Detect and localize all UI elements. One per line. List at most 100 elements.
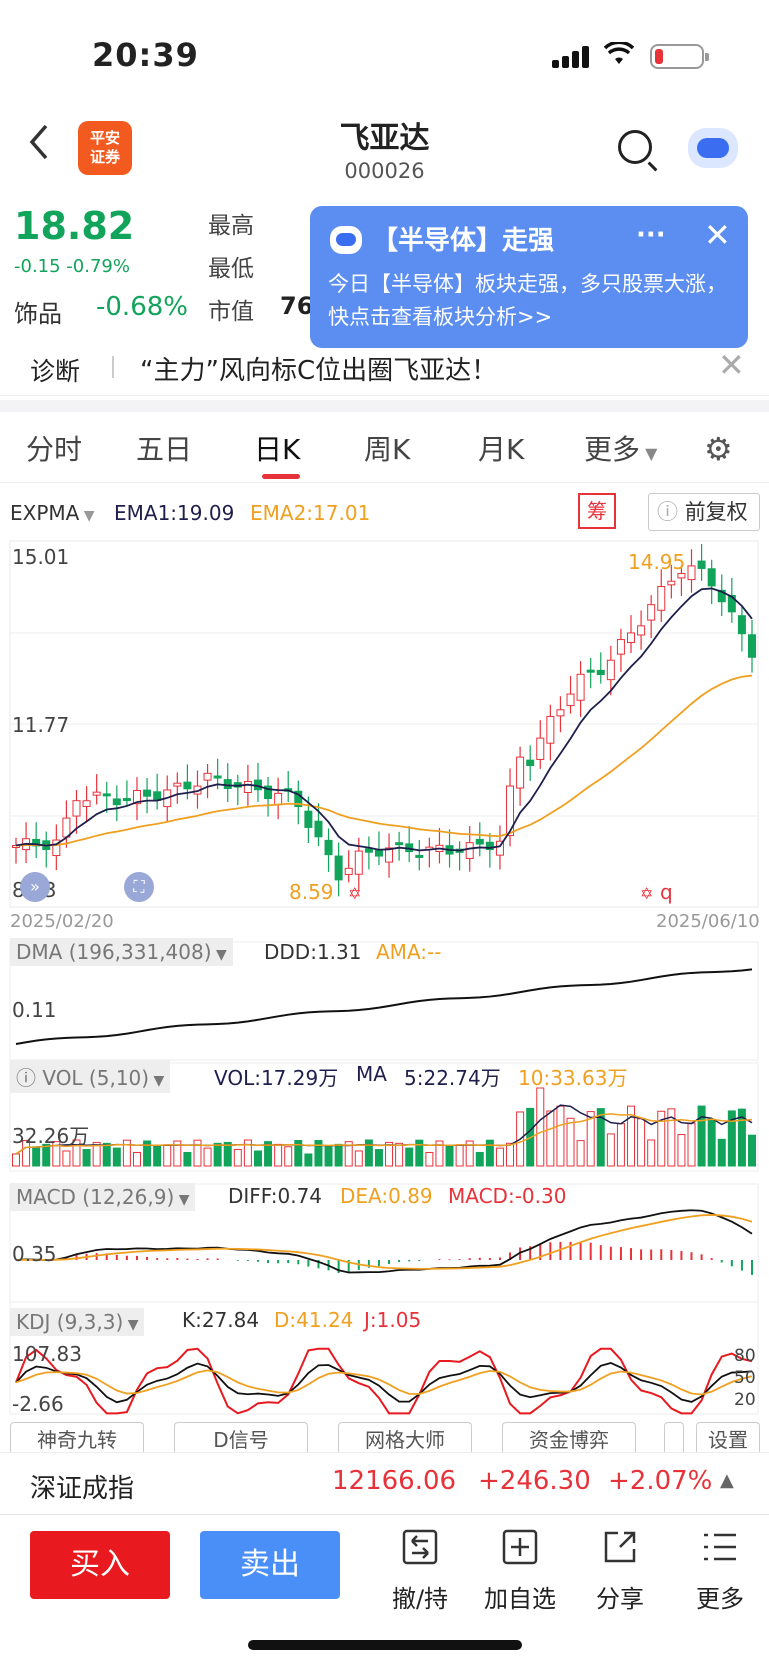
tool-fund-game[interactable]: 资金博弈	[502, 1422, 636, 1454]
expand-up-icon[interactable]: ▲	[720, 1470, 734, 1491]
vol-ma10-line	[15, 1113, 753, 1155]
candle-body	[536, 737, 545, 760]
candle-body	[183, 781, 192, 790]
stock-code: 000026	[344, 159, 425, 183]
ema2-value: EMA2:17.01	[250, 501, 371, 525]
volume-bar	[566, 1117, 575, 1167]
candle-body	[495, 840, 504, 856]
vol-selector[interactable]: ⓘ VOL (5,10) ▼	[10, 1060, 171, 1093]
macd-selector[interactable]: MACD (12,26,9) ▼	[10, 1183, 196, 1211]
tab-daily-k[interactable]: 日K	[254, 433, 301, 466]
tool-grid-master[interactable]: 网格大师	[338, 1422, 472, 1454]
diagnose-divider	[112, 356, 114, 378]
candle-body	[687, 565, 696, 581]
diagnose-bar[interactable]	[0, 336, 769, 396]
adjust-mode-button[interactable]: ⓘ 前复权	[648, 493, 760, 531]
volume-bar	[253, 1150, 262, 1167]
popup-close-button[interactable]: ✕	[704, 216, 731, 254]
cancel-hold-button[interactable]: 撤/持	[380, 1527, 460, 1614]
event-marker-icon[interactable]: ✡	[640, 884, 654, 903]
popup-more-button[interactable]: ···	[636, 220, 666, 250]
popup-body[interactable]: 今日【半导体】板块走强，多只股票大涨，快点击查看板块分析>>	[328, 272, 727, 329]
diagnose-text[interactable]: “主力”风向标C位出圈飞亚达！	[140, 356, 498, 386]
q-mark: q	[660, 880, 673, 904]
volume-bar	[304, 1153, 313, 1167]
candle-body	[294, 790, 303, 808]
dropdown-icon: ▼	[174, 1192, 190, 1208]
share-button[interactable]: 分享	[580, 1527, 660, 1614]
share-label: 分享	[596, 1585, 644, 1613]
tab-weekly-k[interactable]: 周K	[364, 433, 411, 466]
kdj-d-value: D:41.24	[274, 1308, 354, 1332]
sector-alert-popup[interactable]: 【半导体】走强 ··· ✕ 今日【半导体】板块走强，多只股票大涨，快点击查看板块…	[310, 206, 748, 348]
tab-more[interactable]: 更多 ▼	[584, 428, 657, 468]
tool-magic-nine[interactable]: 神奇九转	[10, 1422, 144, 1454]
back-button[interactable]	[26, 122, 52, 172]
volume-bar	[627, 1105, 636, 1167]
volume-bar	[717, 1138, 726, 1167]
expma-selector[interactable]: EXPMA ▼	[10, 501, 95, 525]
index-change: +246.30	[478, 1466, 591, 1496]
candle-body	[506, 785, 515, 837]
index-ticker-bar[interactable]	[0, 1452, 769, 1512]
start-date: 2025/02/20	[10, 911, 114, 932]
volume-bar	[385, 1141, 394, 1167]
tab-intraday[interactable]: 分时	[26, 433, 83, 466]
diagnose-close-button[interactable]: ✕	[718, 346, 745, 384]
more-label: 更多	[696, 1585, 744, 1613]
high-price-mark: 14.95	[628, 550, 686, 574]
candle-body	[223, 779, 232, 790]
home-indicator	[248, 1640, 522, 1650]
broker-logo: 平安 证券	[78, 121, 132, 175]
logo-line1: 平安	[89, 129, 120, 147]
expand-arrow-icon[interactable]: »	[20, 872, 50, 902]
dropdown-icon: ▼	[123, 1317, 139, 1333]
kdj-d-line	[15, 1369, 753, 1396]
volume-bar	[677, 1134, 686, 1167]
candle-body	[92, 791, 101, 796]
more-button[interactable]: 更多	[680, 1527, 760, 1614]
volume-bar	[727, 1110, 736, 1167]
volume-bar	[596, 1108, 605, 1167]
tabs-divider	[0, 482, 769, 483]
volume-bar	[737, 1108, 746, 1167]
dma-selector[interactable]: DMA (196,331,408) ▼	[10, 938, 233, 966]
vol-label: VOL (5,10)	[42, 1066, 150, 1090]
tab-monthly-k[interactable]: 月K	[478, 433, 525, 466]
info-icon: ⓘ	[16, 1066, 43, 1090]
assistant-robot-icon[interactable]	[688, 128, 738, 168]
volume-bar	[243, 1139, 252, 1167]
event-marker-icon[interactable]: ✡	[348, 884, 362, 903]
buy-button[interactable]: 买入	[30, 1531, 170, 1599]
dropdown-icon: ▼	[79, 508, 95, 524]
candle-body	[546, 716, 555, 744]
ama-value: AMA:--	[376, 940, 442, 964]
settings-gear-icon[interactable]: ⚙	[704, 430, 733, 468]
kdj-k-value: K:27.84	[182, 1308, 260, 1332]
search-icon[interactable]	[618, 130, 652, 164]
volume-bar	[52, 1141, 61, 1167]
tab-five-day[interactable]: 五日	[136, 433, 193, 466]
candle-body	[334, 855, 343, 881]
tool-partial[interactable]	[664, 1422, 684, 1454]
sell-button[interactable]: 卖出	[200, 1531, 340, 1599]
sector-name[interactable]: 饰品	[14, 300, 62, 328]
fullscreen-icon[interactable]: ⛶	[124, 872, 154, 902]
volume-bar	[606, 1133, 615, 1167]
tool-settings[interactable]: 设置	[696, 1422, 760, 1454]
dropdown-icon: ▼	[640, 444, 658, 463]
signal-icon	[552, 46, 590, 68]
candle-body	[596, 669, 605, 676]
volume-bar	[485, 1139, 494, 1167]
kdj-selector[interactable]: KDJ (9,3,3) ▼	[10, 1308, 145, 1336]
volume-bar	[132, 1151, 141, 1167]
add-watchlist-button[interactable]: 加自选	[480, 1527, 560, 1614]
kdj-j-line	[15, 1347, 753, 1415]
cancel-hold-icon	[402, 1529, 438, 1565]
candle-body	[112, 798, 121, 806]
chip-distribution-button[interactable]: 筹	[578, 493, 616, 529]
kline-chart-canvas[interactable]	[0, 0, 769, 1420]
tool-d-signal[interactable]: D信号	[174, 1422, 308, 1454]
volume-bar	[22, 1140, 31, 1167]
